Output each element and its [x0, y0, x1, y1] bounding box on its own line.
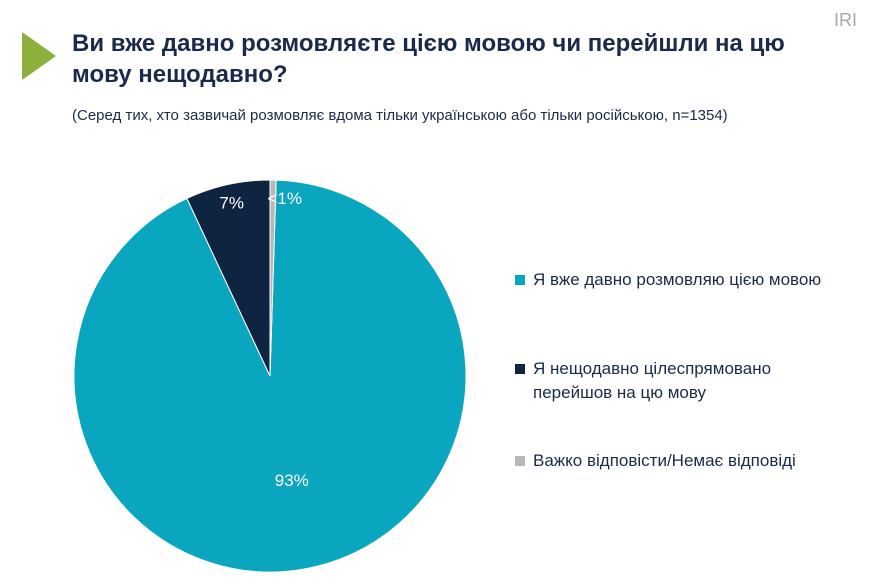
brand: IRI [833, 10, 857, 30]
legend-item: Важко відповісти/Немає відповіді [515, 449, 875, 473]
legend-label: Важко відповісти/Немає відповіді [533, 451, 796, 470]
data-label: 7% [219, 193, 244, 212]
data-label: <1% [268, 189, 303, 208]
legend-item: Я нещодавно цілеспрямовано перейшов на ц… [515, 357, 875, 405]
legend-label: Я нещодавно цілеспрямовано перейшов на ц… [533, 359, 772, 402]
legend-swatch [515, 275, 525, 285]
pie-slice [269, 179, 277, 377]
chart-subtitle: (Серед тих, хто зазвичай розмовляє вдома… [72, 107, 728, 124]
legend-swatch [515, 456, 525, 466]
data-label: 93% [275, 471, 309, 490]
arrow-icon [22, 32, 56, 80]
chart-title: Ви вже давно розмовляєте цією мовою чи п… [72, 30, 785, 88]
legend-swatch [515, 364, 525, 374]
legend-item: Я вже давно розмовляю цією мовою [515, 268, 875, 292]
legend-label: Я вже давно розмовляю цією мовою [533, 270, 822, 289]
